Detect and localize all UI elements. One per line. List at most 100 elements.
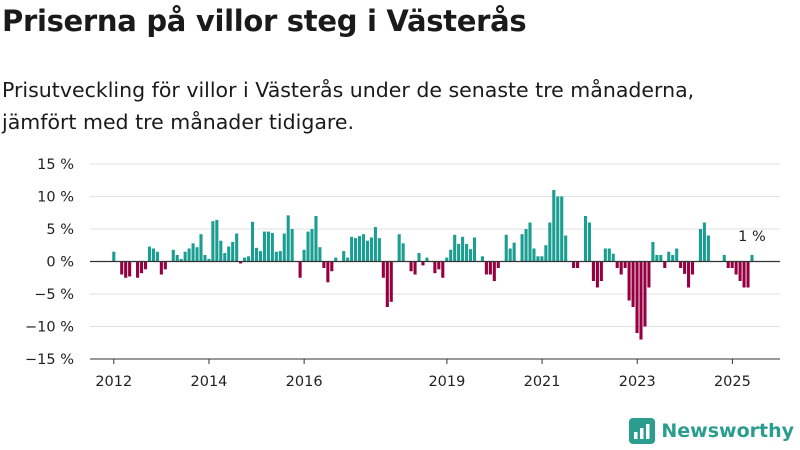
bar xyxy=(397,234,401,262)
x-tick-label: 2021 xyxy=(524,374,561,390)
bar xyxy=(250,221,255,262)
bar xyxy=(369,237,373,262)
x-tick-label: 2012 xyxy=(95,374,132,390)
x-axis: 2012 2014 2016 2019 2021 2023 2025 xyxy=(90,358,780,390)
bar xyxy=(528,222,532,262)
bar xyxy=(544,245,548,262)
bar xyxy=(389,261,393,302)
bar xyxy=(322,261,326,268)
bar xyxy=(706,235,710,262)
bar xyxy=(469,249,473,262)
bar xyxy=(334,257,338,262)
bar xyxy=(465,243,469,262)
bar xyxy=(298,261,302,278)
annotations: 1 % xyxy=(738,229,766,245)
bar xyxy=(655,255,659,262)
y-tick-label: 0 % xyxy=(46,255,74,271)
bar xyxy=(326,261,330,283)
bar xyxy=(183,251,187,262)
bar xyxy=(659,255,663,262)
newsworthy-icon xyxy=(629,418,656,444)
bar xyxy=(445,257,449,262)
bar xyxy=(496,261,500,268)
bar xyxy=(243,257,247,262)
bar xyxy=(611,253,615,262)
y-tick-label: 15 % xyxy=(37,157,74,173)
bar xyxy=(120,261,124,275)
bar xyxy=(607,248,611,262)
bar xyxy=(373,227,377,262)
y-axis: 15 % 10 % 5 % 0 % −5 % −10 % −15 % xyxy=(25,157,74,368)
bar xyxy=(484,261,488,275)
bar xyxy=(358,236,362,262)
bar xyxy=(488,261,492,275)
bar xyxy=(461,236,465,262)
bar xyxy=(302,249,306,262)
bar xyxy=(750,255,754,262)
bar xyxy=(175,255,179,262)
y-tick-label: 5 % xyxy=(46,222,74,238)
bar xyxy=(231,242,235,262)
bar xyxy=(235,233,239,262)
newsworthy-logo[interactable]: Newsworthy xyxy=(629,418,794,444)
chart-subtitle: Prisutveckling för villor i Västerås und… xyxy=(2,78,695,134)
bar xyxy=(687,261,691,288)
bar xyxy=(599,261,603,281)
bar xyxy=(683,261,687,274)
bar xyxy=(532,248,536,262)
bar xyxy=(564,235,568,262)
bar xyxy=(219,240,223,262)
bar xyxy=(572,261,576,268)
bar xyxy=(457,243,461,262)
y-tick-label: 10 % xyxy=(37,190,74,206)
bar xyxy=(254,247,259,262)
bar xyxy=(136,261,140,278)
bar xyxy=(726,261,730,268)
bar xyxy=(560,196,564,262)
bar xyxy=(330,261,334,272)
bar xyxy=(314,216,318,262)
bar xyxy=(639,261,643,340)
bar xyxy=(480,256,484,262)
bar xyxy=(663,261,667,268)
bar xyxy=(342,251,346,262)
bar xyxy=(155,251,159,262)
bar xyxy=(306,231,310,262)
bar xyxy=(520,234,524,262)
bar xyxy=(413,261,417,275)
bar xyxy=(512,242,516,262)
bar xyxy=(247,256,251,262)
bar xyxy=(671,255,675,262)
bar xyxy=(746,261,750,288)
bar xyxy=(223,253,227,262)
bar xyxy=(266,231,270,262)
bar xyxy=(381,261,385,278)
bar xyxy=(627,261,631,301)
bar xyxy=(675,248,679,262)
bar xyxy=(151,248,155,262)
bar xyxy=(139,261,144,274)
bar xyxy=(722,255,726,262)
bar xyxy=(667,251,671,262)
bar xyxy=(702,222,706,262)
bar xyxy=(698,229,702,262)
bar xyxy=(643,261,647,327)
bar xyxy=(203,255,207,262)
bar xyxy=(179,258,183,262)
bar xyxy=(361,234,366,262)
bar xyxy=(524,229,528,262)
bar xyxy=(199,234,203,262)
bar xyxy=(385,261,389,307)
bar xyxy=(274,251,278,262)
bar xyxy=(623,261,627,268)
bar xyxy=(587,222,592,262)
x-tick-label: 2023 xyxy=(619,374,656,390)
bar xyxy=(409,261,413,272)
bar xyxy=(742,261,746,288)
bar xyxy=(576,261,580,268)
bar xyxy=(548,222,552,262)
bar xyxy=(262,231,266,262)
brand-name: Newsworthy xyxy=(661,420,794,442)
bar xyxy=(615,261,619,268)
